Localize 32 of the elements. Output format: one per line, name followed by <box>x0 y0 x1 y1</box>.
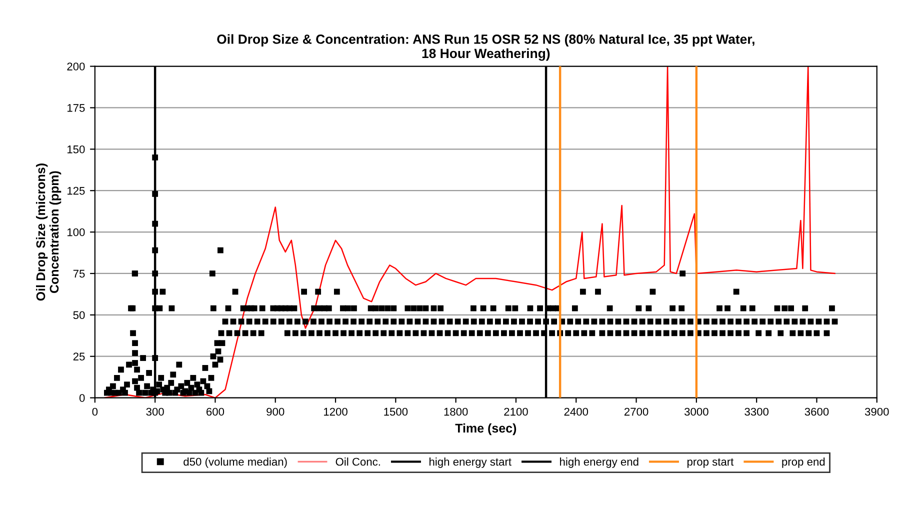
x-tick-label: 300 <box>146 408 164 416</box>
y-tick-label: 200 <box>67 62 85 70</box>
legend-label: prop start <box>687 458 734 468</box>
x-tick-label: 2100 <box>504 408 528 416</box>
y-tick-label: 100 <box>68 228 85 236</box>
x-tick-label: 900 <box>266 408 284 416</box>
legend-label: Oil Conc. <box>336 458 380 466</box>
y-tick-label: 50 <box>73 311 85 320</box>
y-tick-label: 0 <box>79 394 85 402</box>
y-tick-label: 25 <box>73 352 85 360</box>
y-tick-label: 125 <box>68 186 85 195</box>
x-tick-label: 3600 <box>804 408 829 416</box>
x-tick-label: 2700 <box>624 408 648 416</box>
x-axis-title: Time (sec) <box>455 423 516 436</box>
x-tick-label: 600 <box>206 408 224 416</box>
chart-title: Oil Drop Size & Concentration: ANS Run 15 OSR 52 NS (80% Natural Ice, 35 ppt Water, 18 Hour Weathering) <box>217 34 754 61</box>
legend-label: high energy end <box>560 458 638 468</box>
x-tick-label: 3900 <box>864 408 889 416</box>
y-tick-label: 175 <box>68 104 85 112</box>
x-tick-label: 1500 <box>384 408 408 416</box>
legend-label: d50 (volume median) <box>184 458 287 468</box>
x-tick-label: 3000 <box>684 408 708 416</box>
x-tick-label: 3300 <box>744 408 769 416</box>
x-tick-label: 1800 <box>444 408 468 416</box>
x-tick-label: 1200 <box>324 408 348 416</box>
y-tick-label: 75 <box>73 270 85 278</box>
y-tick-label: 150 <box>68 145 85 154</box>
legend-label: prop end <box>782 458 825 468</box>
legend-label: high energy start <box>430 458 512 468</box>
y-axis-title: Oil Drop Size (microns) Concentration (ppm) <box>36 164 62 301</box>
x-tick-label: 2400 <box>564 408 588 416</box>
x-tick-label: 0 <box>92 408 98 416</box>
